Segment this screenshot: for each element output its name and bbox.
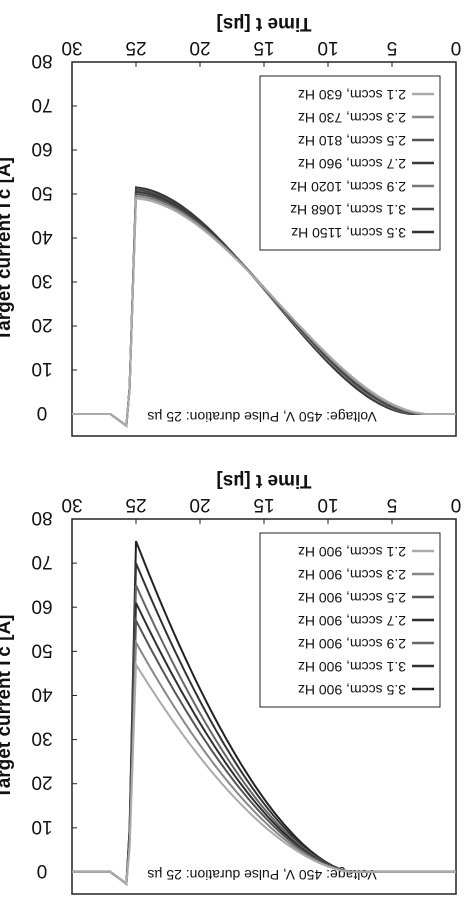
x-tick-label: 15 [253,37,274,58]
x-tick-label: 25 [125,37,146,58]
y-tick-label: 30 [31,270,52,291]
y-tick-label: 30 [31,728,52,749]
x-tick-label: 30 [61,37,82,58]
x-tick-label: 15 [253,494,274,515]
x-tick-label: 25 [125,494,146,515]
legend-entry: 3.5 sccm, 1150 Hz [291,225,406,241]
y-tick-label: 60 [31,138,52,159]
legend-entry: 2.3 sccm, 900 Hz [298,567,406,583]
legend-entry: 3.5 sccm, 900 Hz [298,682,406,698]
y-tick-label: 50 [31,639,52,660]
legend-entry: 2.1 sccm, 900 Hz [298,544,406,560]
x-tick-label: 5 [387,494,398,515]
y-tick-label: 10 [31,816,52,837]
x-tick-label: 20 [189,494,210,515]
panel-a: 0 5 10 15 20 25 30 Time t [µs] 0 10 20 30 40 50 60 70 80… [0,470,462,895]
y-tick-label: 70 [31,94,52,115]
x-tick-label: 5 [387,37,398,58]
x-tick-label: 10 [317,37,338,58]
y-tick-label: 40 [31,226,52,247]
y-tick-label: 70 [31,551,52,572]
legend-entry: 2.9 sccm, 900 Hz [298,636,406,652]
x-tick-label: 0 [451,494,462,515]
series-line [72,197,456,428]
legend-entry: 2.5 sccm, 900 Hz [298,590,406,606]
legend-entry: 2.9 sccm, 1020 Hz [290,179,406,195]
legend-entry: 3.1 sccm, 900 Hz [298,659,406,675]
y-tick-label: 20 [31,314,52,335]
legend-entry: 2.1 sccm, 630 Hz [298,87,406,103]
y-tick-label: 50 [31,182,52,203]
x-tick-label: 20 [189,37,210,58]
legend-box [259,75,441,251]
legend-box [259,532,441,708]
legend-entry: 2.7 sccm, 900 Hz [298,613,406,629]
annotation: Voltage: 450 V, Pulse duration: 25 µs [147,867,376,883]
y-tick-label: 0 [37,860,48,881]
x-tick-label: 10 [317,494,338,515]
y-tick-label: 80 [31,50,52,71]
annotation: Voltage: 450 V, Pulse duration: 25 µs [147,409,376,425]
x-axis-title: Time t [µs] [216,13,311,34]
x-tick-label: 30 [61,494,82,515]
legend-entry: 2.3 sccm, 730 Hz [298,110,406,126]
legend-entry: 3.1 sccm, 1068 Hz [290,202,406,218]
y-axis-title: Target current I c [A] [0,157,15,341]
series-line [72,661,456,886]
y-tick-label: 80 [31,507,52,528]
x-tick-label: 0 [451,37,462,58]
y-tick-label: 10 [31,358,52,379]
y-tick-label: 20 [31,772,52,793]
panel-b: 0 5 10 15 20 25 30 Time t [µs] 0 10 20 30 40 50 60 70 80… [0,13,462,437]
legend-entry: 2.7 sccm, 960 Hz [298,156,406,172]
x-axis-title: Time t [µs] [216,470,311,491]
y-tick-label: 0 [37,402,48,423]
y-axis-title: Target current I c [A] [0,615,15,799]
y-tick-label: 60 [31,595,52,616]
y-tick-label: 40 [31,683,52,704]
legend-entry: 2.5 sccm, 810 Hz [298,133,406,149]
